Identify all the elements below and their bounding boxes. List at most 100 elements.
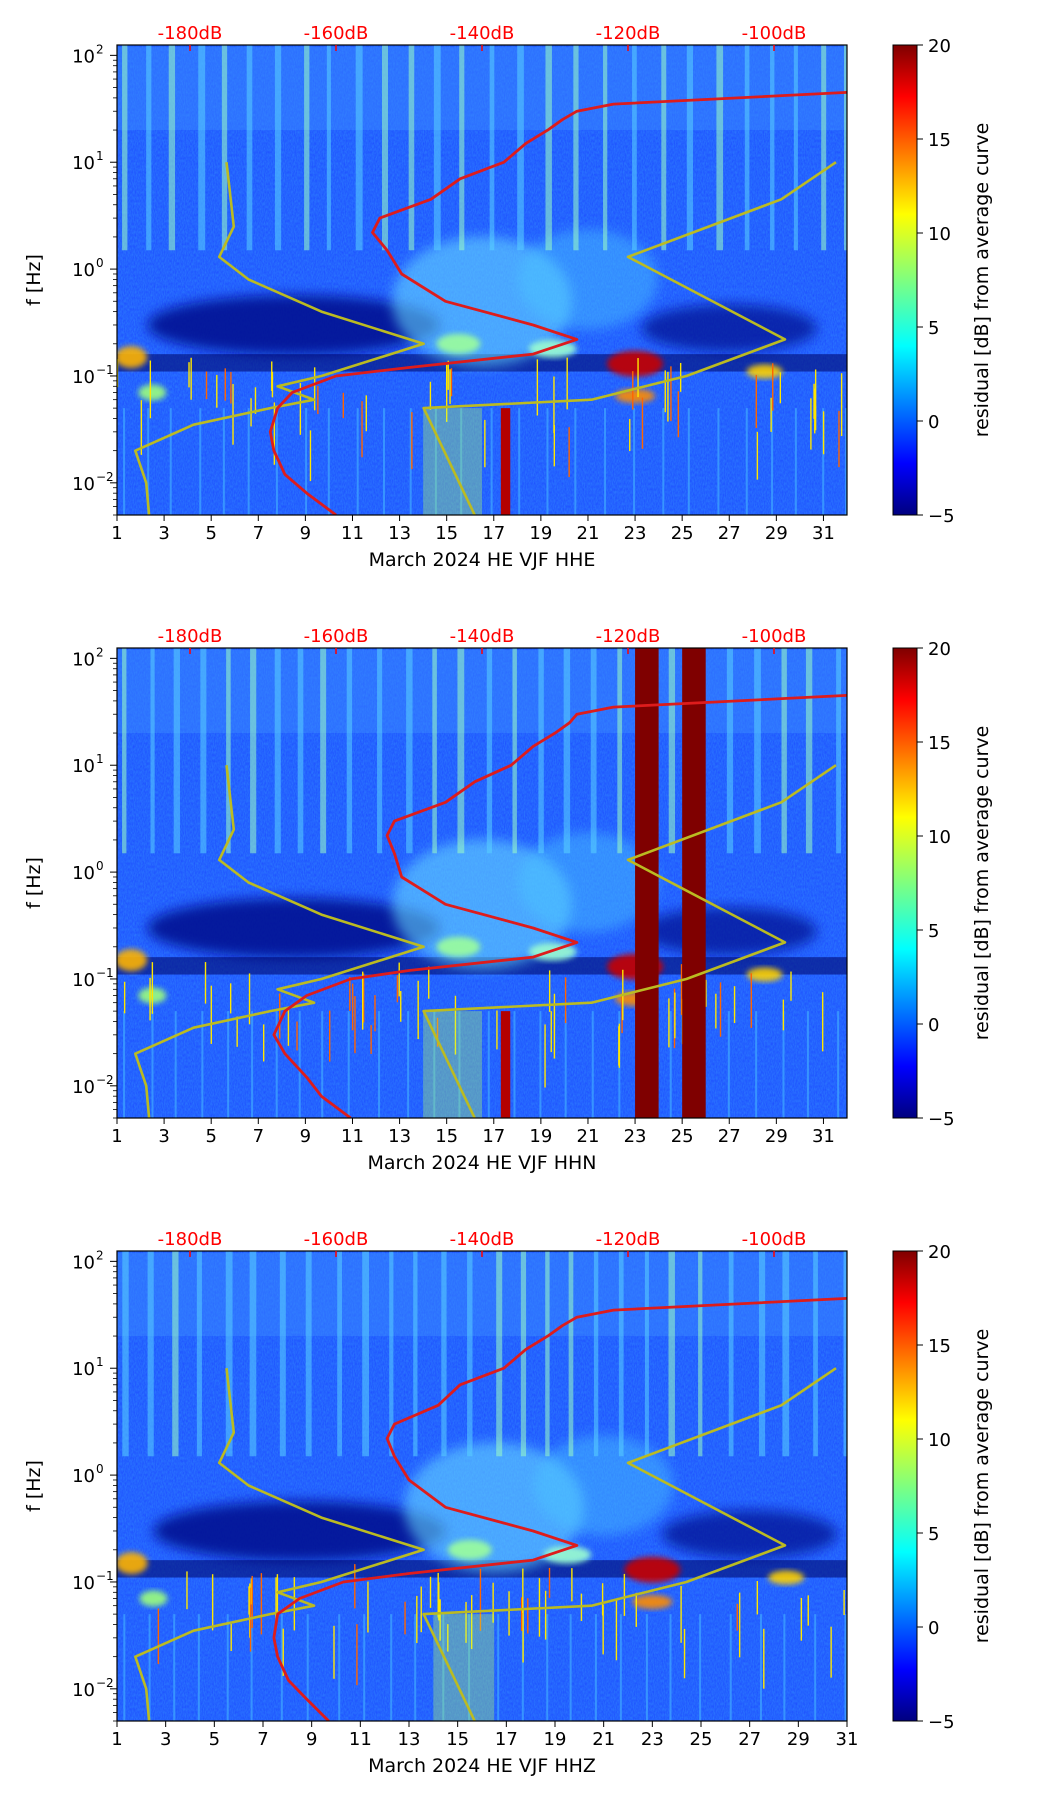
stripe — [845, 408, 847, 515]
stripe — [661, 45, 667, 251]
high-noise-model-curve — [422, 161, 837, 515]
energy-blob — [436, 936, 481, 957]
stripe — [633, 408, 636, 515]
stripe — [668, 1251, 675, 1457]
stripe — [844, 45, 847, 251]
x-tick-label: 21 — [577, 523, 600, 544]
stripe — [297, 648, 304, 854]
colorbar-tick-label: 5 — [928, 318, 939, 339]
y-tick-exponent: −2 — [96, 1676, 114, 1690]
stripe — [275, 1011, 278, 1118]
energy-blob — [746, 364, 783, 379]
stripe — [686, 45, 694, 251]
stripe — [699, 1614, 702, 1721]
stripe — [151, 1011, 154, 1118]
stripe — [337, 1251, 342, 1457]
stripe — [604, 408, 607, 515]
stripe — [521, 1614, 524, 1721]
stripe — [172, 1251, 179, 1457]
stripe — [805, 648, 813, 854]
stripe — [459, 45, 465, 251]
stripe — [563, 648, 571, 854]
stripe — [407, 1011, 410, 1118]
x-axis-label: March 2024 HE VJF HHZ — [368, 1755, 596, 1777]
stripe — [744, 45, 750, 251]
quiet-zone — [641, 304, 817, 353]
stripe — [755, 1011, 758, 1118]
y-axis-label: f [Hz] — [23, 1460, 45, 1512]
colorbar-tick-label: 15 — [928, 733, 951, 754]
stripe — [279, 1251, 286, 1457]
db-tick-label: -120dB — [596, 626, 661, 647]
average-psd-curve — [268, 91, 847, 515]
colorbar-tick-label: 20 — [928, 1242, 951, 1263]
energy-cloud — [517, 229, 658, 330]
spectrogram-image — [117, 1251, 847, 1721]
low-noise-model-curve — [134, 765, 425, 1118]
stripe — [564, 1011, 567, 1118]
x-tick-label: 23 — [624, 523, 647, 544]
stripe — [727, 1011, 730, 1118]
stripe — [406, 648, 413, 854]
stripe — [122, 45, 128, 251]
colorbar-tick-label: 10 — [928, 1430, 951, 1451]
y-tick-exponent: −1 — [96, 1569, 114, 1583]
x-tick-label: 3 — [158, 523, 169, 544]
x-axis-label: March 2024 HE VJF HHN — [367, 1152, 596, 1174]
y-tick-exponent: −1 — [96, 363, 114, 377]
stripe — [122, 1251, 129, 1457]
stripe — [814, 1614, 817, 1721]
x-tick-label: 17 — [495, 1729, 518, 1750]
colorbar-tick-label: 10 — [928, 827, 951, 848]
low-noise-model-curve — [134, 1368, 425, 1721]
stripe — [844, 1614, 847, 1721]
stripe — [512, 648, 517, 854]
stripe — [467, 1251, 473, 1457]
colorbar-tick-label: 20 — [928, 639, 951, 660]
colorbar-tick-label: −5 — [928, 1712, 955, 1733]
colorbar-label: residual [dB] from average curve — [971, 1329, 993, 1644]
x-tick-label: 15 — [435, 523, 458, 544]
energy-blob — [607, 350, 664, 377]
db-tick-label: -120dB — [596, 1229, 661, 1250]
stripe — [759, 1614, 762, 1721]
stripe — [593, 1251, 599, 1457]
x-tick-label: 17 — [482, 1126, 505, 1147]
x-tick-label: 3 — [160, 1729, 171, 1750]
energy-blob — [543, 1545, 592, 1564]
stripe — [645, 1614, 648, 1721]
stripe — [770, 45, 775, 251]
stripe — [619, 1614, 622, 1721]
stripe — [574, 408, 577, 515]
stripe — [251, 1011, 254, 1118]
stripe — [486, 648, 493, 854]
stripe — [434, 408, 437, 515]
stripe — [545, 1251, 550, 1457]
energy-blob — [624, 1556, 681, 1583]
high-noise-model-curve — [422, 1367, 837, 1721]
x-tick-label: 19 — [544, 1729, 567, 1750]
stripe — [545, 45, 552, 251]
db-tick-label: -180dB — [158, 23, 223, 44]
x-tick-label: 9 — [300, 523, 311, 544]
y-tick-exponent: 2 — [96, 1248, 104, 1262]
stripe — [123, 1614, 126, 1721]
colorbar-tick-label: 0 — [928, 1015, 939, 1036]
stripe — [123, 1011, 126, 1118]
y-axis-label: f [Hz] — [23, 857, 45, 909]
x-tick-label: 23 — [641, 1729, 664, 1750]
x-tick-label: 5 — [205, 1126, 216, 1147]
stripe — [758, 1251, 766, 1457]
x-tick-label: 1 — [111, 1126, 122, 1147]
stripe — [201, 1011, 204, 1118]
colorbar-tick-label: 0 — [928, 1618, 939, 1639]
stripe — [321, 1011, 324, 1118]
x-tick-label: 19 — [529, 523, 552, 544]
y-tick-label: 10 — [72, 649, 95, 670]
stripe — [573, 45, 579, 251]
energy-blob — [139, 1590, 168, 1607]
y-tick-label: 10 — [72, 863, 95, 884]
stripe — [275, 408, 278, 515]
stripe — [389, 1251, 394, 1457]
